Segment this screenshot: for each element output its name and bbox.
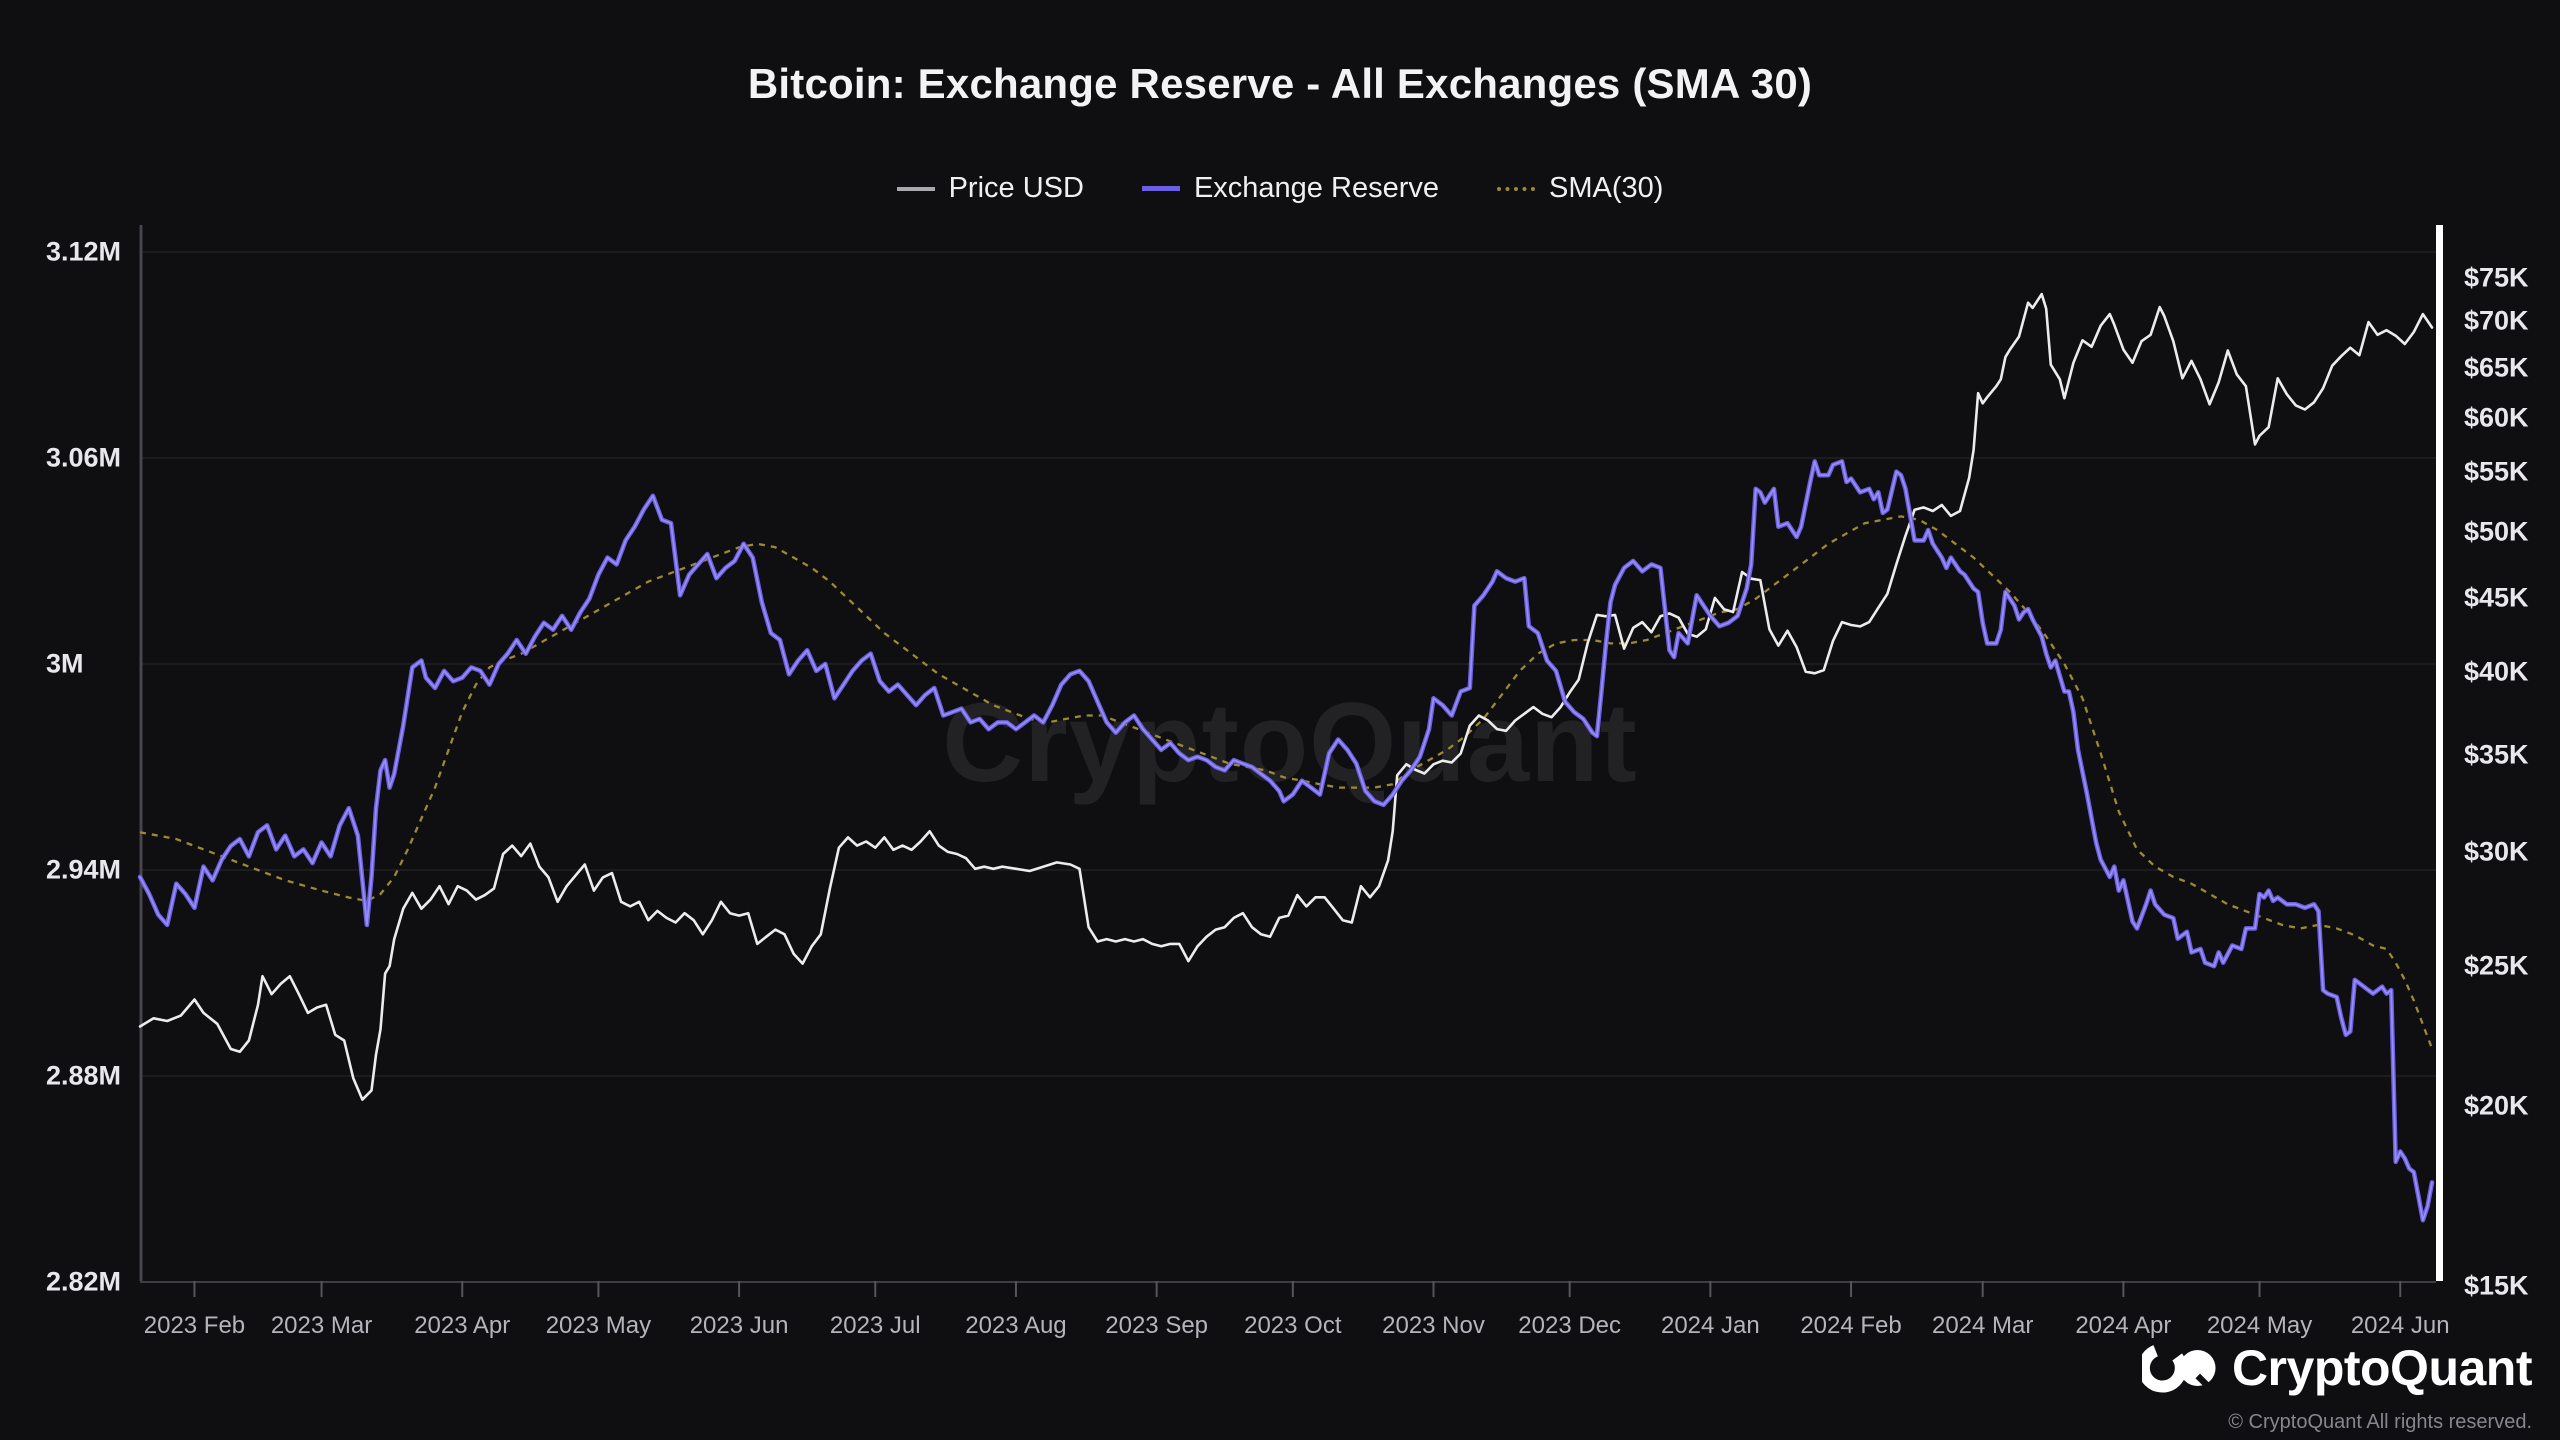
x-axis-tick-label: 2023 Jun [689, 1312, 789, 1339]
y-axis-left-tick-label: 2.94M [46, 854, 122, 885]
y-axis-right-tick-label: $35K [2464, 739, 2529, 770]
x-axis-tick-label: 2024 Mar [1931, 1312, 2034, 1339]
right-axis-bar [2436, 225, 2443, 1281]
y-axis-right-tick-label: $45K [2464, 582, 2529, 613]
x-axis-tick-label: 2024 Jan [1660, 1312, 1760, 1339]
y-axis-right-tick-label: $70K [2464, 305, 2529, 336]
x-axis-tick-label: 2024 Jun [2350, 1312, 2450, 1339]
y-axis-right-tick-label: $60K [2464, 402, 2529, 433]
sma30-line-marker-icon [1496, 186, 1535, 191]
y-axis-left-tick-label: 3.12M [46, 236, 122, 267]
y-axis-right-tick-label: $20K [2464, 1090, 2529, 1121]
y-axis-right-tick-label: $40K [2464, 656, 2529, 687]
x-axis-tick-label: 2024 May [2206, 1312, 2313, 1339]
footer: CryptoQuant © CryptoQuant All rights res… [2141, 1331, 2533, 1434]
price-usd-line-marker-icon [896, 186, 935, 191]
y-axis-right-tick-label: $30K [2464, 836, 2529, 867]
copyright-text: © CryptoQuant All rights reserved. [2228, 1411, 2532, 1433]
y-axis-right-tick-label: $50K [2464, 516, 2529, 547]
y-axis-left-tick-label: 3.06M [46, 442, 122, 473]
x-axis-tick-label: 2024 Apr [2075, 1312, 2172, 1339]
x-axis-tick-label: 2023 Aug [965, 1312, 1067, 1339]
legend-item-price-usd[interactable]: Price USD [896, 172, 1084, 205]
exchange-reserve-line [137, 459, 2435, 1223]
x-axis-tick-label: 2023 Jul [829, 1312, 921, 1339]
y-axis-right-tick-label: $75K [2464, 262, 2529, 293]
cryptoquant-logo-icon [2141, 1343, 2216, 1393]
x-axis-tick-label: 2024 Feb [1800, 1312, 1902, 1339]
x-axis-tick-label: 2023 Nov [1382, 1312, 1485, 1339]
exchange-reserve-line-core [139, 460, 2433, 1222]
y-axis-right-tick-label: $15K [2464, 1270, 2529, 1301]
x-axis-tick-label: 2023 Sep [1105, 1312, 1209, 1339]
legend-item-sma30[interactable]: SMA(30) [1496, 172, 1664, 205]
y-axis-right-tick-label: $65K [2464, 352, 2529, 383]
x-axis-tick-label: 2023 Oct [1244, 1312, 1342, 1339]
y-axis-left-tick-label: 3M [46, 648, 84, 679]
y-axis-left-tick-label: 2.82M [46, 1266, 122, 1297]
y-axis-left-tick-label: 2.88M [46, 1060, 122, 1091]
page-title: Bitcoin: Exchange Reserve - All Exchange… [747, 60, 1813, 107]
x-axis-tick-label: 2023 Dec [1518, 1312, 1622, 1339]
legend: Price USD Exchange Reserve SMA(30) [0, 172, 2560, 205]
x-axis-tick-label: 2023 Mar [270, 1312, 373, 1339]
x-axis-tick-label: 2023 Apr [414, 1312, 511, 1339]
legend-label: SMA(30) [1548, 172, 1664, 204]
legend-item-exchange-reserve[interactable]: Exchange Reserve [1141, 172, 1439, 205]
x-axis-tick-label: 2023 May [545, 1312, 652, 1339]
sma30-line [139, 515, 2434, 1049]
legend-label: Price USD [948, 172, 1084, 204]
x-axis-tick-label: 2023 Feb [143, 1312, 246, 1339]
exchange-reserve-line-marker-icon [1141, 186, 1180, 191]
legend-label: Exchange Reserve [1193, 172, 1439, 204]
y-axis-right-tick-label: $55K [2464, 456, 2529, 487]
price-usd-line [138, 292, 2434, 1101]
y-axis-right-tick-label: $25K [2464, 950, 2529, 981]
brand-wordmark: CryptoQuant [2231, 1340, 2533, 1396]
